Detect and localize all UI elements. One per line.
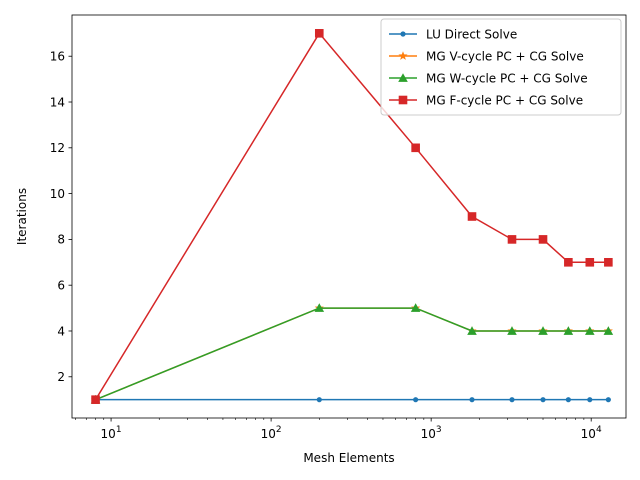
data-point <box>467 212 477 221</box>
plot-frame <box>71 14 627 419</box>
y-tick-label: 2 <box>57 370 65 384</box>
x-tick-label: 101 <box>101 425 122 441</box>
x-tick-label: 104 <box>581 425 602 441</box>
legend-marker <box>400 31 406 37</box>
series-marks <box>90 29 614 404</box>
x-tick-label: 103 <box>421 425 442 441</box>
data-point <box>604 257 613 267</box>
data-point <box>603 326 614 335</box>
legend-item: LU Direct Solve <box>389 27 517 41</box>
legend-label: MG V-cycle PC + CG Solve <box>426 49 584 63</box>
data-point <box>538 235 548 244</box>
axes: 101 102 103 104 2 4 6 8 10 12 14 16 <box>50 14 627 441</box>
data-point <box>507 235 517 244</box>
data-point <box>413 397 419 403</box>
y-tick-label: 16 <box>50 50 65 64</box>
data-point <box>605 397 611 403</box>
data-point <box>563 326 574 335</box>
y-tick-label: 10 <box>50 187 65 201</box>
data-point <box>410 303 421 312</box>
data-point <box>585 257 595 267</box>
legend-item: MG V-cycle PC + CG Solve <box>389 49 584 63</box>
legend-label: LU Direct Solve <box>426 27 517 41</box>
x-axis-title: Mesh Elements <box>303 451 394 465</box>
legend: LU Direct Solve MG V-cycle PC + CG Solve M… <box>380 18 622 116</box>
data-point <box>538 326 548 335</box>
series-4 <box>91 29 613 404</box>
legend-marker <box>398 73 408 82</box>
data-point <box>316 397 322 403</box>
y-axis-title: Iterations <box>15 188 29 245</box>
data-point <box>509 397 515 403</box>
data-point <box>587 397 593 403</box>
y-tick-label: 14 <box>50 95 65 109</box>
legend-item: MG F-cycle PC + CG Solve <box>389 93 583 107</box>
data-point <box>565 397 571 403</box>
legend-item: MG W-cycle PC + CG Solve <box>389 71 588 85</box>
data-point <box>467 326 477 335</box>
y-tick-label: 4 <box>57 324 65 338</box>
y-tick-label: 8 <box>57 233 65 247</box>
legend-label: MG F-cycle PC + CG Solve <box>426 93 583 107</box>
data-point <box>540 397 546 403</box>
data-point <box>584 326 595 335</box>
legend-label: MG W-cycle PC + CG Solve <box>426 71 588 85</box>
y-tick-label: 6 <box>57 278 65 292</box>
legend-marker <box>398 95 408 105</box>
data-point <box>314 29 324 38</box>
legend-box <box>380 18 622 116</box>
data-point <box>564 257 573 267</box>
data-point <box>411 143 420 153</box>
data-point <box>507 326 517 335</box>
y-tick-label: 12 <box>50 141 65 155</box>
x-tick-label: 102 <box>261 425 282 441</box>
data-point <box>469 397 475 403</box>
legend-marker <box>398 51 408 60</box>
data-point <box>314 303 325 312</box>
data-point <box>91 395 100 404</box>
